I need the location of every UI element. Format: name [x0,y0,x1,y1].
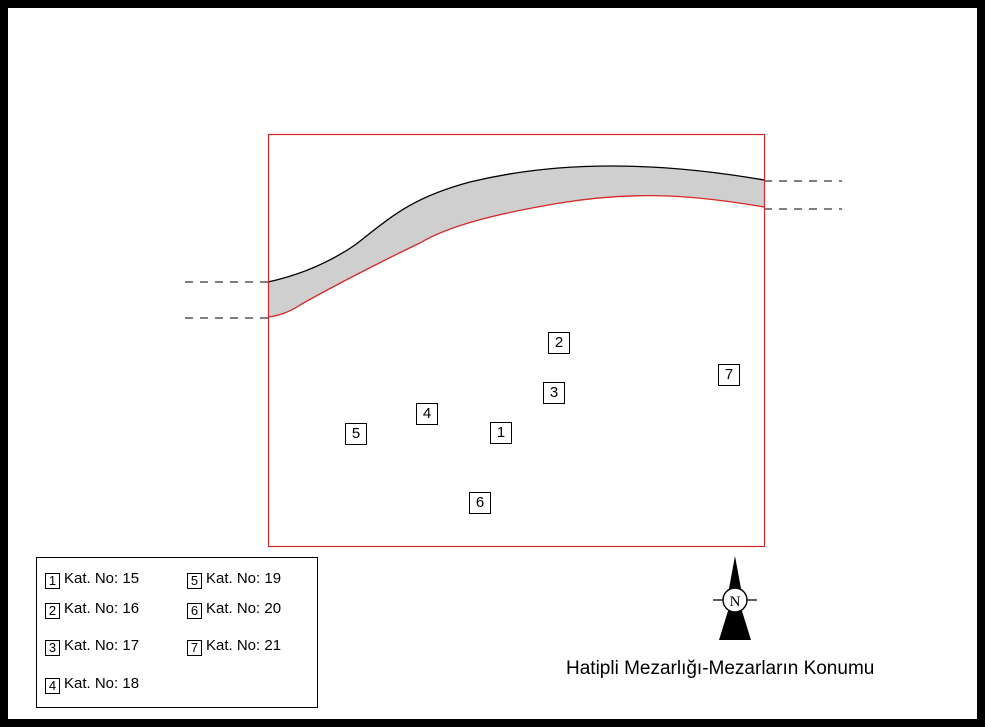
legend-number-7: 7 [187,640,202,656]
grave-marker-2[interactable]: 2 [548,332,570,354]
legend-item-1: 1 Kat. No: 15 [45,570,139,590]
north-arrow-icon: N [713,556,757,640]
north-label: N [730,594,741,610]
legend-item-7: 7 Kat. No: 21 [187,637,281,657]
legend-label-1: Kat. No: 15 [64,570,140,587]
grave-marker-7[interactable]: 7 [718,364,740,386]
grave-marker-3[interactable]: 3 [543,382,565,404]
road-north-edge [267,165,765,283]
legend-label-5: Kat. No: 19 [206,570,282,587]
legend-number-6: 6 [187,603,202,619]
legend-item-5: 5 Kat. No: 19 [187,570,281,590]
legend: 1 Kat. No: 15 2 Kat. No: 16 3 Kat. No: 17 4… [36,557,318,708]
legend-label-7: Kat. No: 21 [206,637,282,654]
legend-label-2: Kat. No: 16 [64,600,140,617]
legend-item-4: 4 Kat. No: 18 [45,675,139,695]
legend-number-5: 5 [187,573,202,589]
legend-label-4: Kat. No: 18 [64,675,140,692]
cemetery-boundary [267,133,766,548]
legend-number-1: 1 [45,573,60,589]
legend-label-3: Kat. No: 17 [64,637,140,654]
legend-number-2: 2 [45,603,60,619]
legend-item-3: 3 Kat. No: 17 [45,637,139,657]
legend-item-2: 2 Kat. No: 16 [45,600,139,620]
legend-item-6: 6 Kat. No: 20 [187,600,281,620]
grave-marker-1[interactable]: 1 [490,422,512,444]
legend-label-6: Kat. No: 20 [206,600,282,617]
road-band [268,166,764,317]
legend-number-3: 3 [45,640,60,656]
road-south-edge [267,194,765,318]
grave-marker-5[interactable]: 5 [345,423,367,445]
grave-marker-4[interactable]: 4 [416,403,438,425]
map-title: Hatipli Mezarlığı-Mezarların Konumu [566,658,875,679]
grave-marker-6[interactable]: 6 [469,492,491,514]
legend-number-4: 4 [45,678,60,694]
